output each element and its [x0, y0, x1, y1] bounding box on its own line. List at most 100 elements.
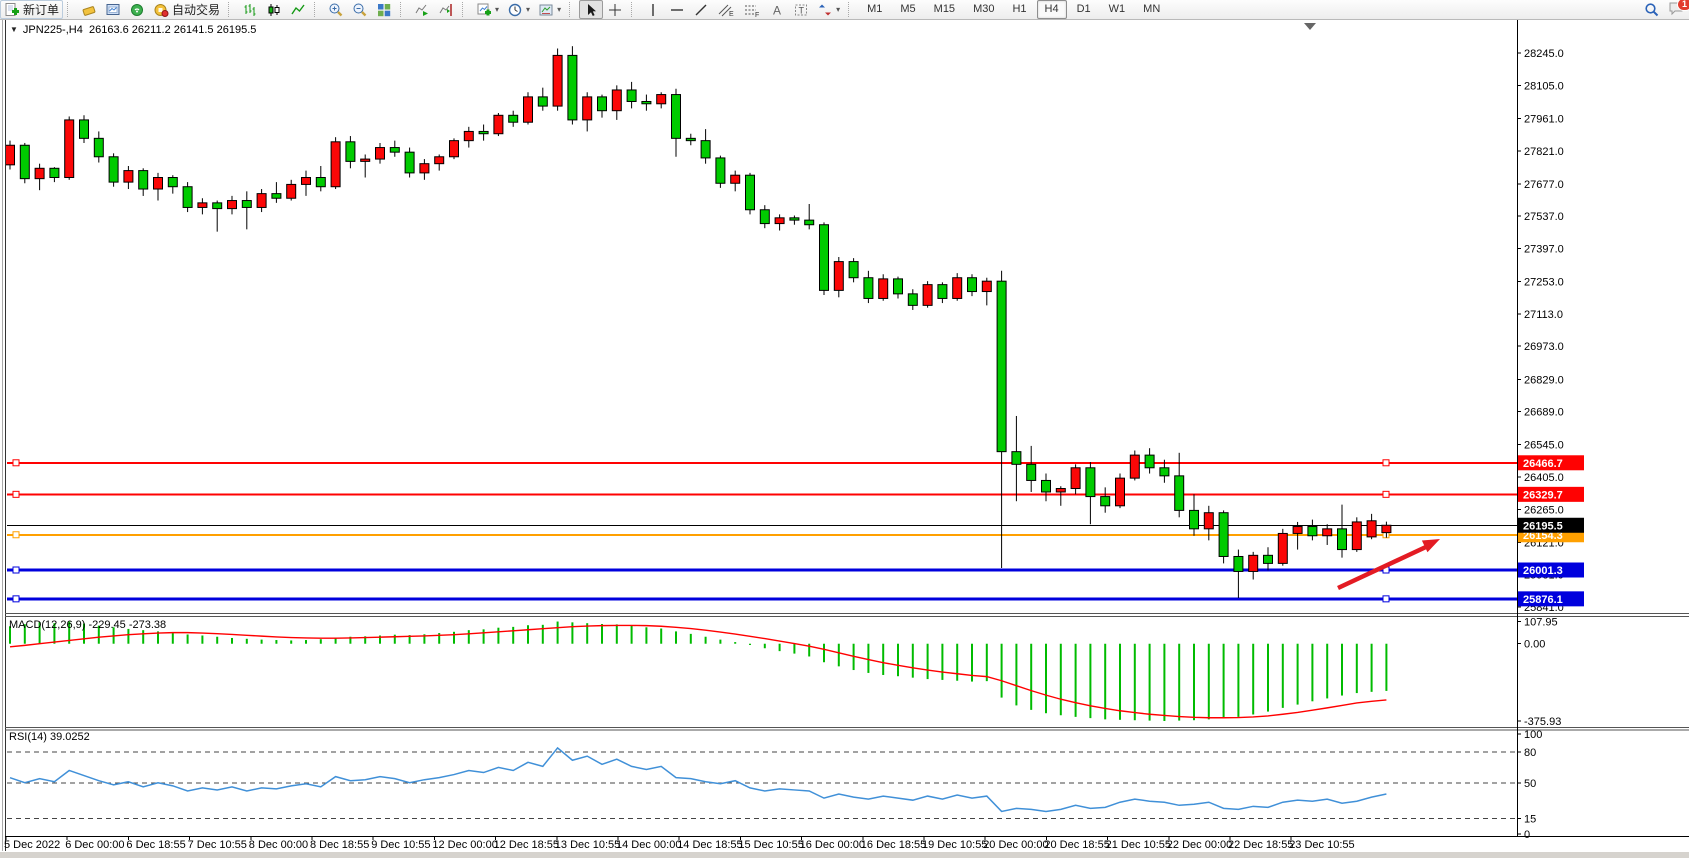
search-icon[interactable]	[1644, 2, 1660, 18]
new-chart-icon	[477, 3, 492, 15]
candle-up	[981, 280, 992, 293]
periods-button[interactable]: ▾	[503, 0, 534, 19]
chart-shift-marker[interactable]	[1304, 23, 1316, 30]
bar-chart-button[interactable]	[238, 0, 262, 19]
bar-chart-icon	[244, 3, 256, 16]
trend-arrow-head[interactable]	[1421, 539, 1440, 553]
signals-icon	[131, 3, 144, 16]
toolbar-separator	[569, 2, 576, 17]
level-anchor-marker[interactable]	[12, 490, 20, 498]
vertical-line-tool-button[interactable]	[641, 0, 665, 19]
candlestick-chart-button[interactable]	[262, 0, 286, 19]
zoom-out-button[interactable]	[348, 0, 372, 19]
price-level-badge-text: 26329.7	[1523, 489, 1563, 501]
candle-down	[1085, 467, 1096, 498]
toolbar-right-group: 1	[1644, 0, 1689, 19]
candle-up	[5, 144, 15, 166]
level-anchor-marker[interactable]	[12, 459, 20, 467]
candle-down	[848, 261, 859, 279]
rsi-line	[9, 746, 1387, 813]
level-anchor-marker[interactable]	[12, 595, 20, 603]
toolbar-separator	[400, 2, 407, 17]
price-tick-label: 27113.0	[1524, 309, 1563, 321]
level-anchor-marker[interactable]	[1382, 459, 1390, 467]
equidistant-channel-tool-button[interactable]: E	[713, 0, 739, 19]
timeframe-button-h1[interactable]: H1	[1012, 3, 1027, 15]
candle-down	[478, 130, 489, 135]
periods-dropdown-caret[interactable]: ▾	[526, 4, 531, 14]
timeframe-button-m5[interactable]: M5	[900, 3, 916, 15]
chart-symbol-period: JPN225-,H4	[22, 24, 83, 36]
price-tick-label: 26829.0	[1524, 374, 1564, 386]
trend-arrow-line[interactable]	[1337, 543, 1429, 591]
zoom-in-button[interactable]	[324, 0, 348, 19]
timeframe-button-d1[interactable]: D1	[1076, 3, 1091, 15]
auto-scroll-button[interactable]	[410, 0, 434, 19]
crosshair-tool-button[interactable]	[603, 0, 627, 19]
charts-window-button[interactable]	[101, 0, 125, 19]
line-chart-button[interactable]	[286, 0, 310, 19]
candle-down	[937, 284, 948, 299]
level-anchor-marker[interactable]	[1382, 595, 1390, 603]
new-chart-button[interactable]: ▾	[472, 0, 503, 19]
time-axis-label: 8 Dec 18:55	[310, 839, 369, 851]
macd-signal-line	[9, 624, 1387, 719]
price-tick-label: 27677.0	[1524, 179, 1564, 191]
time-axis-label: 14 Dec 00:00	[616, 839, 681, 851]
candle-down	[271, 193, 282, 199]
candle-down	[1218, 512, 1229, 557]
price-tick-label: 28245.0	[1524, 48, 1564, 60]
chat-unread-badge: 1	[1676, 0, 1689, 11]
candle-up	[301, 177, 311, 185]
candle-down	[907, 293, 918, 306]
candle-up	[419, 163, 430, 174]
timeframe-button-m1[interactable]: M1	[867, 3, 883, 15]
text-tool-button[interactable]: A	[765, 0, 789, 19]
auto-trading-button[interactable]: 自动交易	[149, 0, 224, 19]
candle-down	[626, 89, 637, 102]
text-label-icon: T	[795, 4, 808, 15]
text-label-tool-button[interactable]: T	[789, 0, 813, 19]
candle-down	[93, 137, 104, 158]
rsi-tick-label: 0	[1524, 829, 1530, 841]
new-order-icon	[5, 2, 19, 16]
time-axis-label: 22 Dec 00:00	[1167, 839, 1232, 851]
horizontal-line-tool-button[interactable]	[665, 0, 689, 19]
timeframe-button-mn[interactable]: MN	[1143, 3, 1161, 15]
templates-dropdown-caret[interactable]: ▾	[557, 4, 562, 14]
eraser-button[interactable]	[77, 0, 101, 19]
auto-trading-icon	[154, 3, 169, 17]
candle-down	[241, 200, 252, 208]
chat-button[interactable]: 1	[1668, 0, 1689, 19]
arrows-dropdown-caret[interactable]: ▾	[836, 4, 841, 14]
eraser-icon	[82, 5, 96, 16]
timeframe-button-w1[interactable]: W1	[1108, 3, 1126, 15]
level-anchor-marker[interactable]	[1382, 490, 1390, 498]
new-chart-dropdown-caret[interactable]: ▾	[495, 4, 500, 14]
chart-background	[0, 19, 1689, 858]
level-anchor-marker[interactable]	[12, 566, 20, 574]
timeframe-button-m15[interactable]: M15	[933, 3, 956, 15]
candle-down	[404, 151, 415, 174]
level-anchor-marker[interactable]	[12, 531, 20, 539]
new-order-button[interactable]: 新订单	[0, 0, 64, 19]
one-click-trading-caret[interactable]: ▼	[10, 25, 18, 34]
tile-windows-button[interactable]	[372, 0, 396, 19]
time-axis-label: 15 Dec 10:55	[738, 839, 803, 851]
signals-button[interactable]	[125, 0, 149, 19]
timeframe-button-m30[interactable]: M30	[973, 3, 995, 15]
fibonacci-tool-button[interactable]: F	[739, 0, 765, 19]
time-axis-label: 23 Dec 10:55	[1289, 839, 1354, 851]
arrows-tool-button[interactable]: ▾	[813, 0, 844, 19]
chart-shift-button[interactable]	[434, 0, 458, 19]
trendline-tool-button[interactable]	[689, 0, 713, 19]
timeframe-button-h4[interactable]: H4	[1036, 0, 1067, 19]
templates-button[interactable]: ▾	[534, 0, 565, 19]
time-axis-label: 12 Dec 00:00	[432, 839, 497, 851]
cursor-tool-button[interactable]	[579, 0, 604, 19]
candle-down	[1174, 475, 1185, 511]
candle-down	[641, 100, 652, 105]
candle-up	[1055, 488, 1066, 493]
time-axis-label: 14 Dec 18:55	[677, 839, 742, 851]
